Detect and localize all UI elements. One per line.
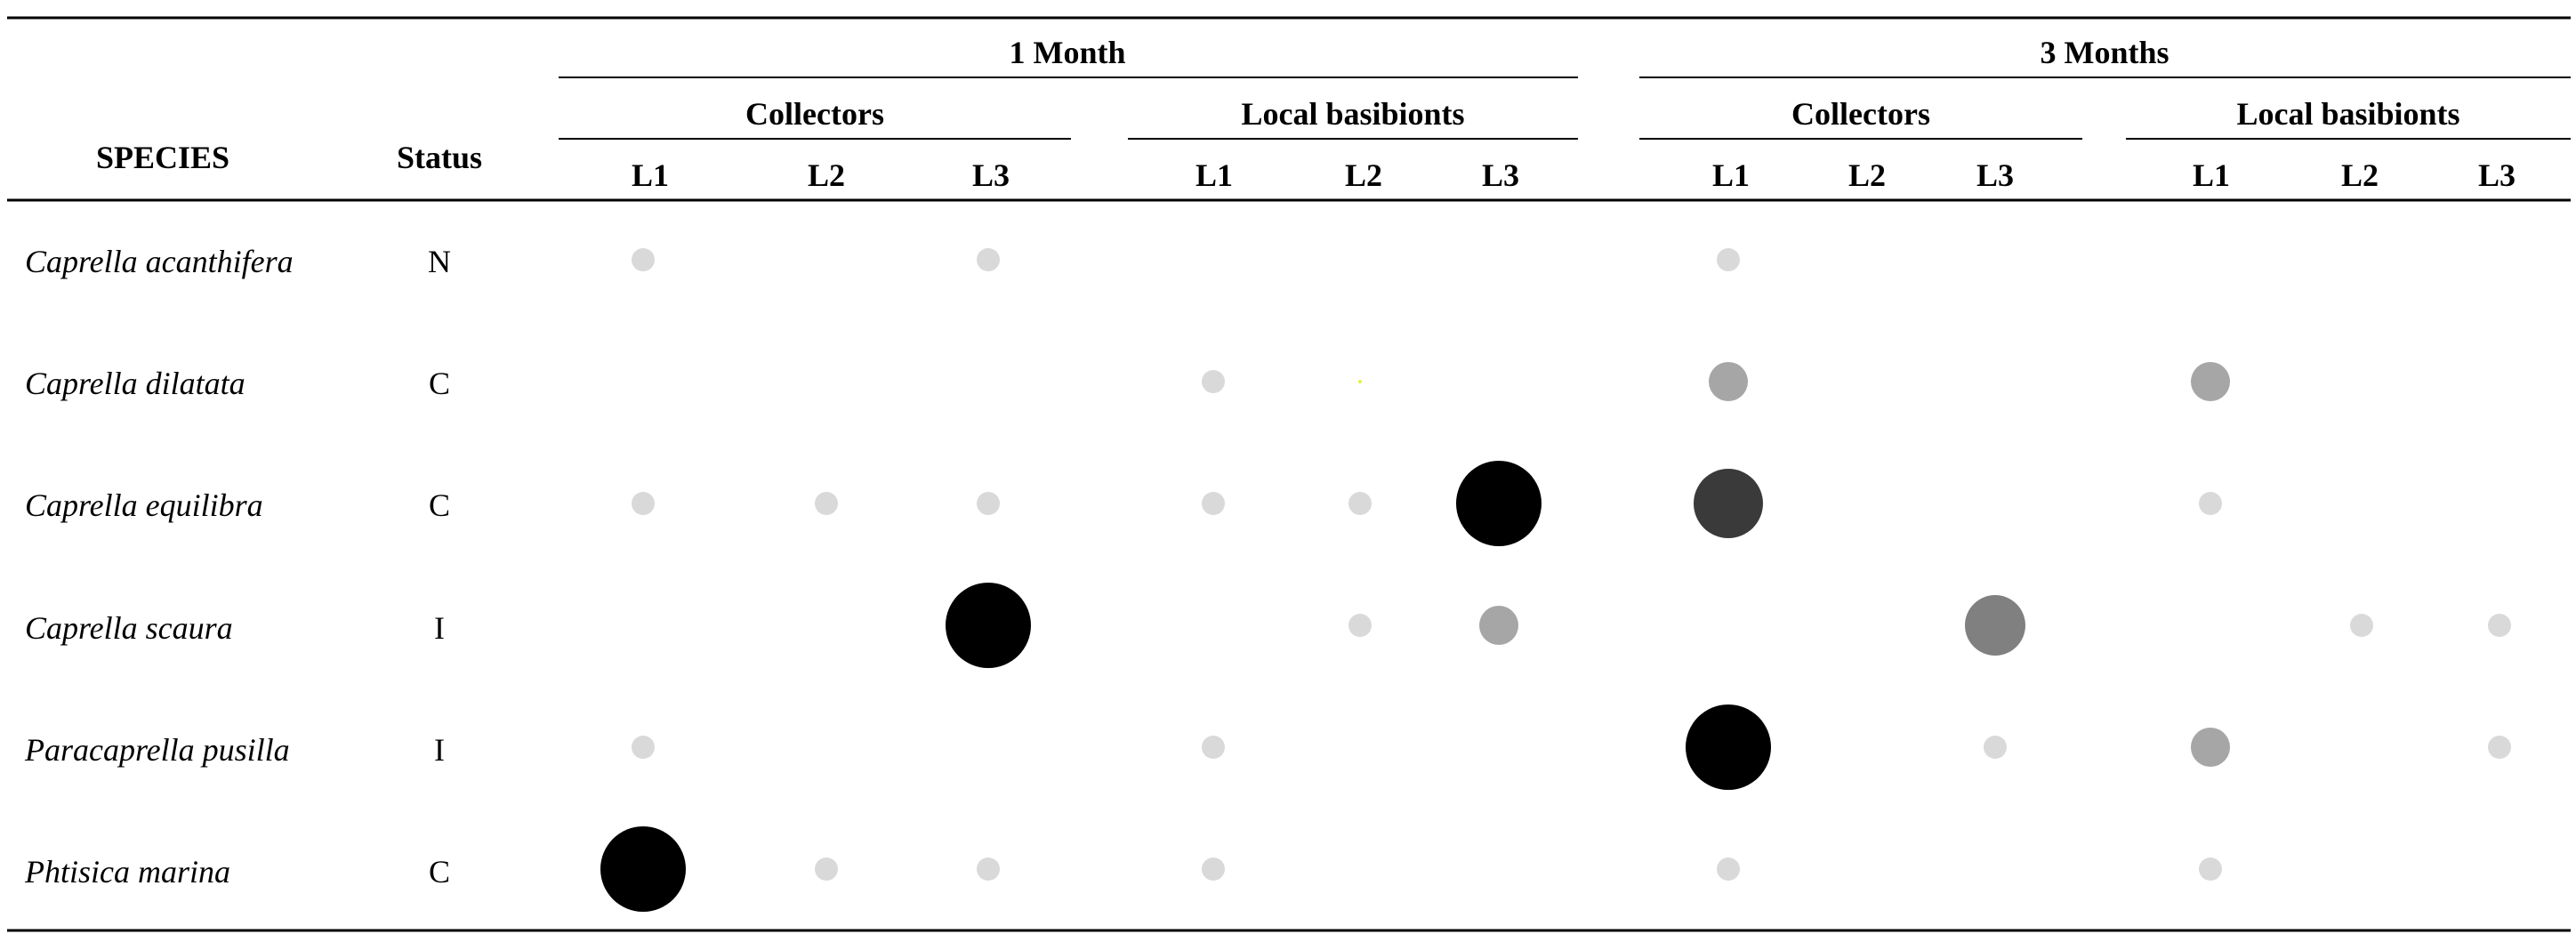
abundance-bubble (2199, 492, 2222, 515)
group-2-label: Local basibionts (1241, 96, 1464, 132)
site-label: L1 (1712, 157, 1750, 193)
site-label: L1 (1195, 157, 1233, 193)
abundance-bubble (1202, 492, 1225, 515)
species-name: Caprella acanthifera (25, 244, 294, 279)
site-label: L1 (2193, 157, 2230, 193)
site-label: L2 (808, 157, 845, 193)
abundance-bubble (1202, 736, 1225, 759)
group-1-label: Collectors (745, 96, 884, 132)
abundance-bubbles (600, 248, 2511, 912)
abundance-bubble (1965, 595, 2025, 656)
abundance-bubble (1686, 704, 1771, 790)
status-value: N (428, 244, 451, 279)
abundance-bubble (2350, 614, 2373, 637)
abundance-bubble (977, 248, 1000, 271)
abundance-bubble (1348, 492, 1372, 515)
period-2-label: 3 Months (2040, 35, 2169, 70)
species-name: Caprella dilatata (25, 366, 246, 401)
species-name: Phtisica marina (24, 854, 230, 890)
abundance-bubble (1984, 736, 2007, 759)
abundance-bubble (977, 857, 1000, 881)
abundance-bubble (1202, 370, 1225, 393)
abundance-bubble (2488, 736, 2511, 759)
abundance-bubble (2199, 857, 2222, 881)
site-label: L2 (2341, 157, 2379, 193)
site-label: L2 (1848, 157, 1886, 193)
abundance-bubble (815, 492, 838, 515)
group-3-label: Collectors (1791, 96, 1930, 132)
period-1-label: 1 Month (1009, 35, 1125, 70)
abundance-bubble (632, 248, 655, 271)
site-label: L2 (1345, 157, 1382, 193)
site-label: L3 (1482, 157, 1519, 193)
status-value: C (429, 366, 450, 401)
abundance-bubble (1348, 614, 1372, 637)
abundance-bubble (632, 736, 655, 759)
status-value: I (434, 610, 445, 646)
group-4-label: Local basibionts (2236, 96, 2459, 132)
status-header: Status (397, 140, 482, 175)
site-label: L1 (632, 157, 669, 193)
status-value: C (429, 854, 450, 890)
abundance-bubble (1694, 469, 1763, 538)
abundance-bubble (632, 492, 655, 515)
abundance-bubble (977, 492, 1000, 515)
row-labels: Caprella acanthifera N Caprella dilatata… (24, 244, 451, 890)
abundance-bubble (600, 826, 686, 912)
abundance-bubble (1717, 248, 1740, 271)
species-name: Paracaprella pusilla (24, 732, 290, 768)
status-value: C (429, 487, 450, 523)
abundance-bubble (1479, 606, 1518, 645)
species-name: Caprella equilibra (25, 487, 263, 523)
abundance-bubble (2191, 362, 2230, 401)
site-label: L3 (2478, 157, 2516, 193)
abundance-bubble (1358, 380, 1362, 383)
abundance-bubble (946, 583, 1031, 668)
abundance-bubble (2488, 614, 2511, 637)
status-value: I (434, 732, 445, 768)
abundance-bubble (815, 857, 838, 881)
species-name: Caprella scaura (25, 610, 233, 646)
abundance-bubble (1709, 362, 1748, 401)
site-label: L3 (1976, 157, 2014, 193)
abundance-bubble (1717, 857, 1740, 881)
abundance-bubble (1202, 857, 1225, 881)
abundance-bubble (2191, 728, 2230, 767)
site-label: L3 (972, 157, 1010, 193)
abundance-bubble (1456, 461, 1542, 546)
species-header: SPECIES (96, 140, 229, 175)
